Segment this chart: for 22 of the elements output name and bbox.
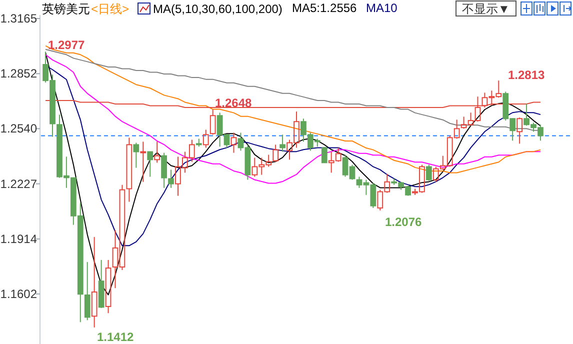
annotation: 1.1412	[97, 330, 134, 344]
candlestick	[91, 236, 98, 328]
y-tick-label: 1.2852	[0, 66, 38, 81]
annotation: MA(5,10,30,60,100,200)	[153, 2, 282, 16]
y-tick-label: 1.1602	[0, 286, 38, 301]
annotation: 不显示▼	[462, 2, 510, 16]
candlestick	[140, 141, 146, 182]
candlestick	[230, 132, 237, 154]
text: MA5:1.2556	[292, 1, 358, 15]
text: MA10	[366, 1, 398, 15]
annotation: 1.2977	[48, 38, 86, 52]
y-tick-label: 1.2540	[0, 122, 38, 136]
annotation: 1.2648	[215, 96, 252, 110]
y-tick-label: 1.2227	[0, 176, 38, 191]
candlestick	[272, 144, 279, 162]
candlestick	[126, 137, 132, 202]
y-tick-label: 1.1914	[0, 232, 38, 246]
annotation: 1.2076	[385, 215, 422, 229]
chart-subtitle: <日线>	[91, 2, 130, 16]
chart-title: 英镑美元	[42, 2, 90, 16]
y-tick-label: 1.3165	[0, 12, 38, 26]
annotation: 1.2813	[508, 68, 546, 82]
